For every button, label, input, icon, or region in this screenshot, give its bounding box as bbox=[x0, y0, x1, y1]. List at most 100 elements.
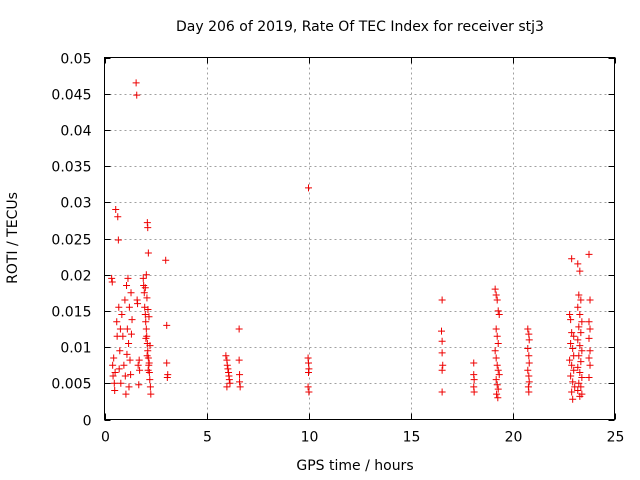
data-point bbox=[494, 394, 502, 402]
data-point bbox=[492, 354, 500, 362]
y-tick-label: 0.035 bbox=[51, 160, 91, 176]
data-point bbox=[567, 372, 575, 380]
data-point bbox=[135, 356, 143, 364]
data-point bbox=[236, 383, 244, 391]
y-tick-label: 0.025 bbox=[51, 233, 91, 249]
data-point bbox=[144, 366, 152, 374]
data-point bbox=[109, 361, 117, 369]
data-point bbox=[123, 325, 131, 333]
data-point bbox=[576, 311, 584, 319]
data-point bbox=[112, 206, 120, 214]
x-tick-label: 10 bbox=[301, 430, 319, 446]
data-point bbox=[118, 311, 126, 319]
data-point bbox=[575, 379, 583, 387]
data-point bbox=[305, 388, 313, 396]
data-point bbox=[125, 339, 133, 347]
x-tick-label: 25 bbox=[607, 430, 625, 446]
data-point bbox=[524, 366, 532, 374]
data-point bbox=[111, 387, 119, 395]
plot-frame bbox=[104, 57, 615, 420]
data-point bbox=[566, 356, 574, 364]
data-point bbox=[142, 334, 150, 342]
data-point bbox=[126, 356, 134, 364]
data-point bbox=[136, 366, 144, 374]
data-point bbox=[144, 305, 152, 313]
data-point bbox=[569, 345, 577, 353]
y-tick-label: 0.015 bbox=[51, 305, 91, 321]
data-point bbox=[578, 374, 586, 382]
data-point bbox=[134, 300, 142, 308]
data-point bbox=[146, 342, 154, 350]
data-point bbox=[568, 361, 576, 369]
data-point bbox=[568, 255, 576, 263]
data-point bbox=[524, 325, 532, 333]
data-point bbox=[305, 184, 312, 192]
data-point bbox=[575, 352, 583, 360]
data-point bbox=[570, 332, 578, 340]
data-point bbox=[223, 361, 231, 369]
data-point bbox=[492, 325, 500, 333]
data-point bbox=[144, 224, 152, 232]
chart-title: Day 206 of 2019, Rate Of TEC Index for r… bbox=[176, 19, 544, 35]
data-point bbox=[439, 361, 447, 369]
data-point bbox=[576, 267, 584, 275]
data-point bbox=[470, 376, 478, 384]
data-point bbox=[578, 347, 586, 355]
data-point bbox=[127, 289, 135, 297]
data-point bbox=[574, 336, 582, 344]
data-point bbox=[114, 236, 122, 244]
data-point bbox=[142, 318, 150, 326]
data-point bbox=[493, 296, 501, 304]
data-point bbox=[575, 291, 583, 299]
y-tick-label: 0.02 bbox=[60, 269, 91, 285]
y-tick-label: 0.04 bbox=[60, 124, 91, 140]
data-point bbox=[576, 342, 584, 350]
data-point bbox=[135, 381, 143, 389]
data-point bbox=[568, 329, 576, 337]
data-point bbox=[116, 347, 124, 355]
data-point bbox=[119, 332, 127, 340]
data-point bbox=[493, 390, 501, 398]
data-point bbox=[491, 285, 499, 293]
data-point bbox=[570, 366, 578, 374]
data-point bbox=[235, 356, 243, 364]
x-tick-label: 0 bbox=[101, 430, 110, 446]
data-point bbox=[144, 347, 152, 355]
data-point bbox=[525, 336, 533, 344]
data-point bbox=[128, 316, 136, 324]
data-point bbox=[223, 383, 231, 391]
data-point bbox=[577, 383, 585, 391]
data-point bbox=[568, 388, 576, 396]
data-point bbox=[578, 318, 586, 326]
data-point bbox=[144, 249, 152, 257]
data-point bbox=[147, 390, 155, 398]
data-point bbox=[108, 274, 116, 282]
data-point bbox=[142, 325, 150, 333]
data-point bbox=[142, 271, 150, 279]
data-point bbox=[141, 311, 149, 319]
data-point bbox=[585, 318, 593, 326]
data-point bbox=[226, 379, 234, 387]
y-tick-label: 0.045 bbox=[51, 88, 91, 104]
data-point bbox=[145, 313, 153, 321]
data-point bbox=[567, 339, 575, 347]
data-point bbox=[133, 91, 141, 99]
data-point bbox=[493, 381, 501, 389]
data-point bbox=[163, 321, 171, 329]
data-point bbox=[117, 379, 125, 387]
data-point bbox=[120, 361, 128, 369]
data-point bbox=[525, 359, 533, 367]
data-point bbox=[438, 349, 446, 357]
y-tick-label: 0 bbox=[83, 414, 92, 430]
data-point bbox=[569, 378, 577, 386]
data-point bbox=[494, 339, 502, 347]
data-point bbox=[143, 294, 151, 302]
data-point bbox=[134, 361, 142, 369]
data-point bbox=[566, 311, 574, 319]
data-point bbox=[495, 311, 503, 319]
data-point bbox=[492, 376, 500, 384]
data-point bbox=[162, 256, 170, 264]
data-point bbox=[438, 296, 446, 304]
data-point bbox=[493, 361, 501, 369]
